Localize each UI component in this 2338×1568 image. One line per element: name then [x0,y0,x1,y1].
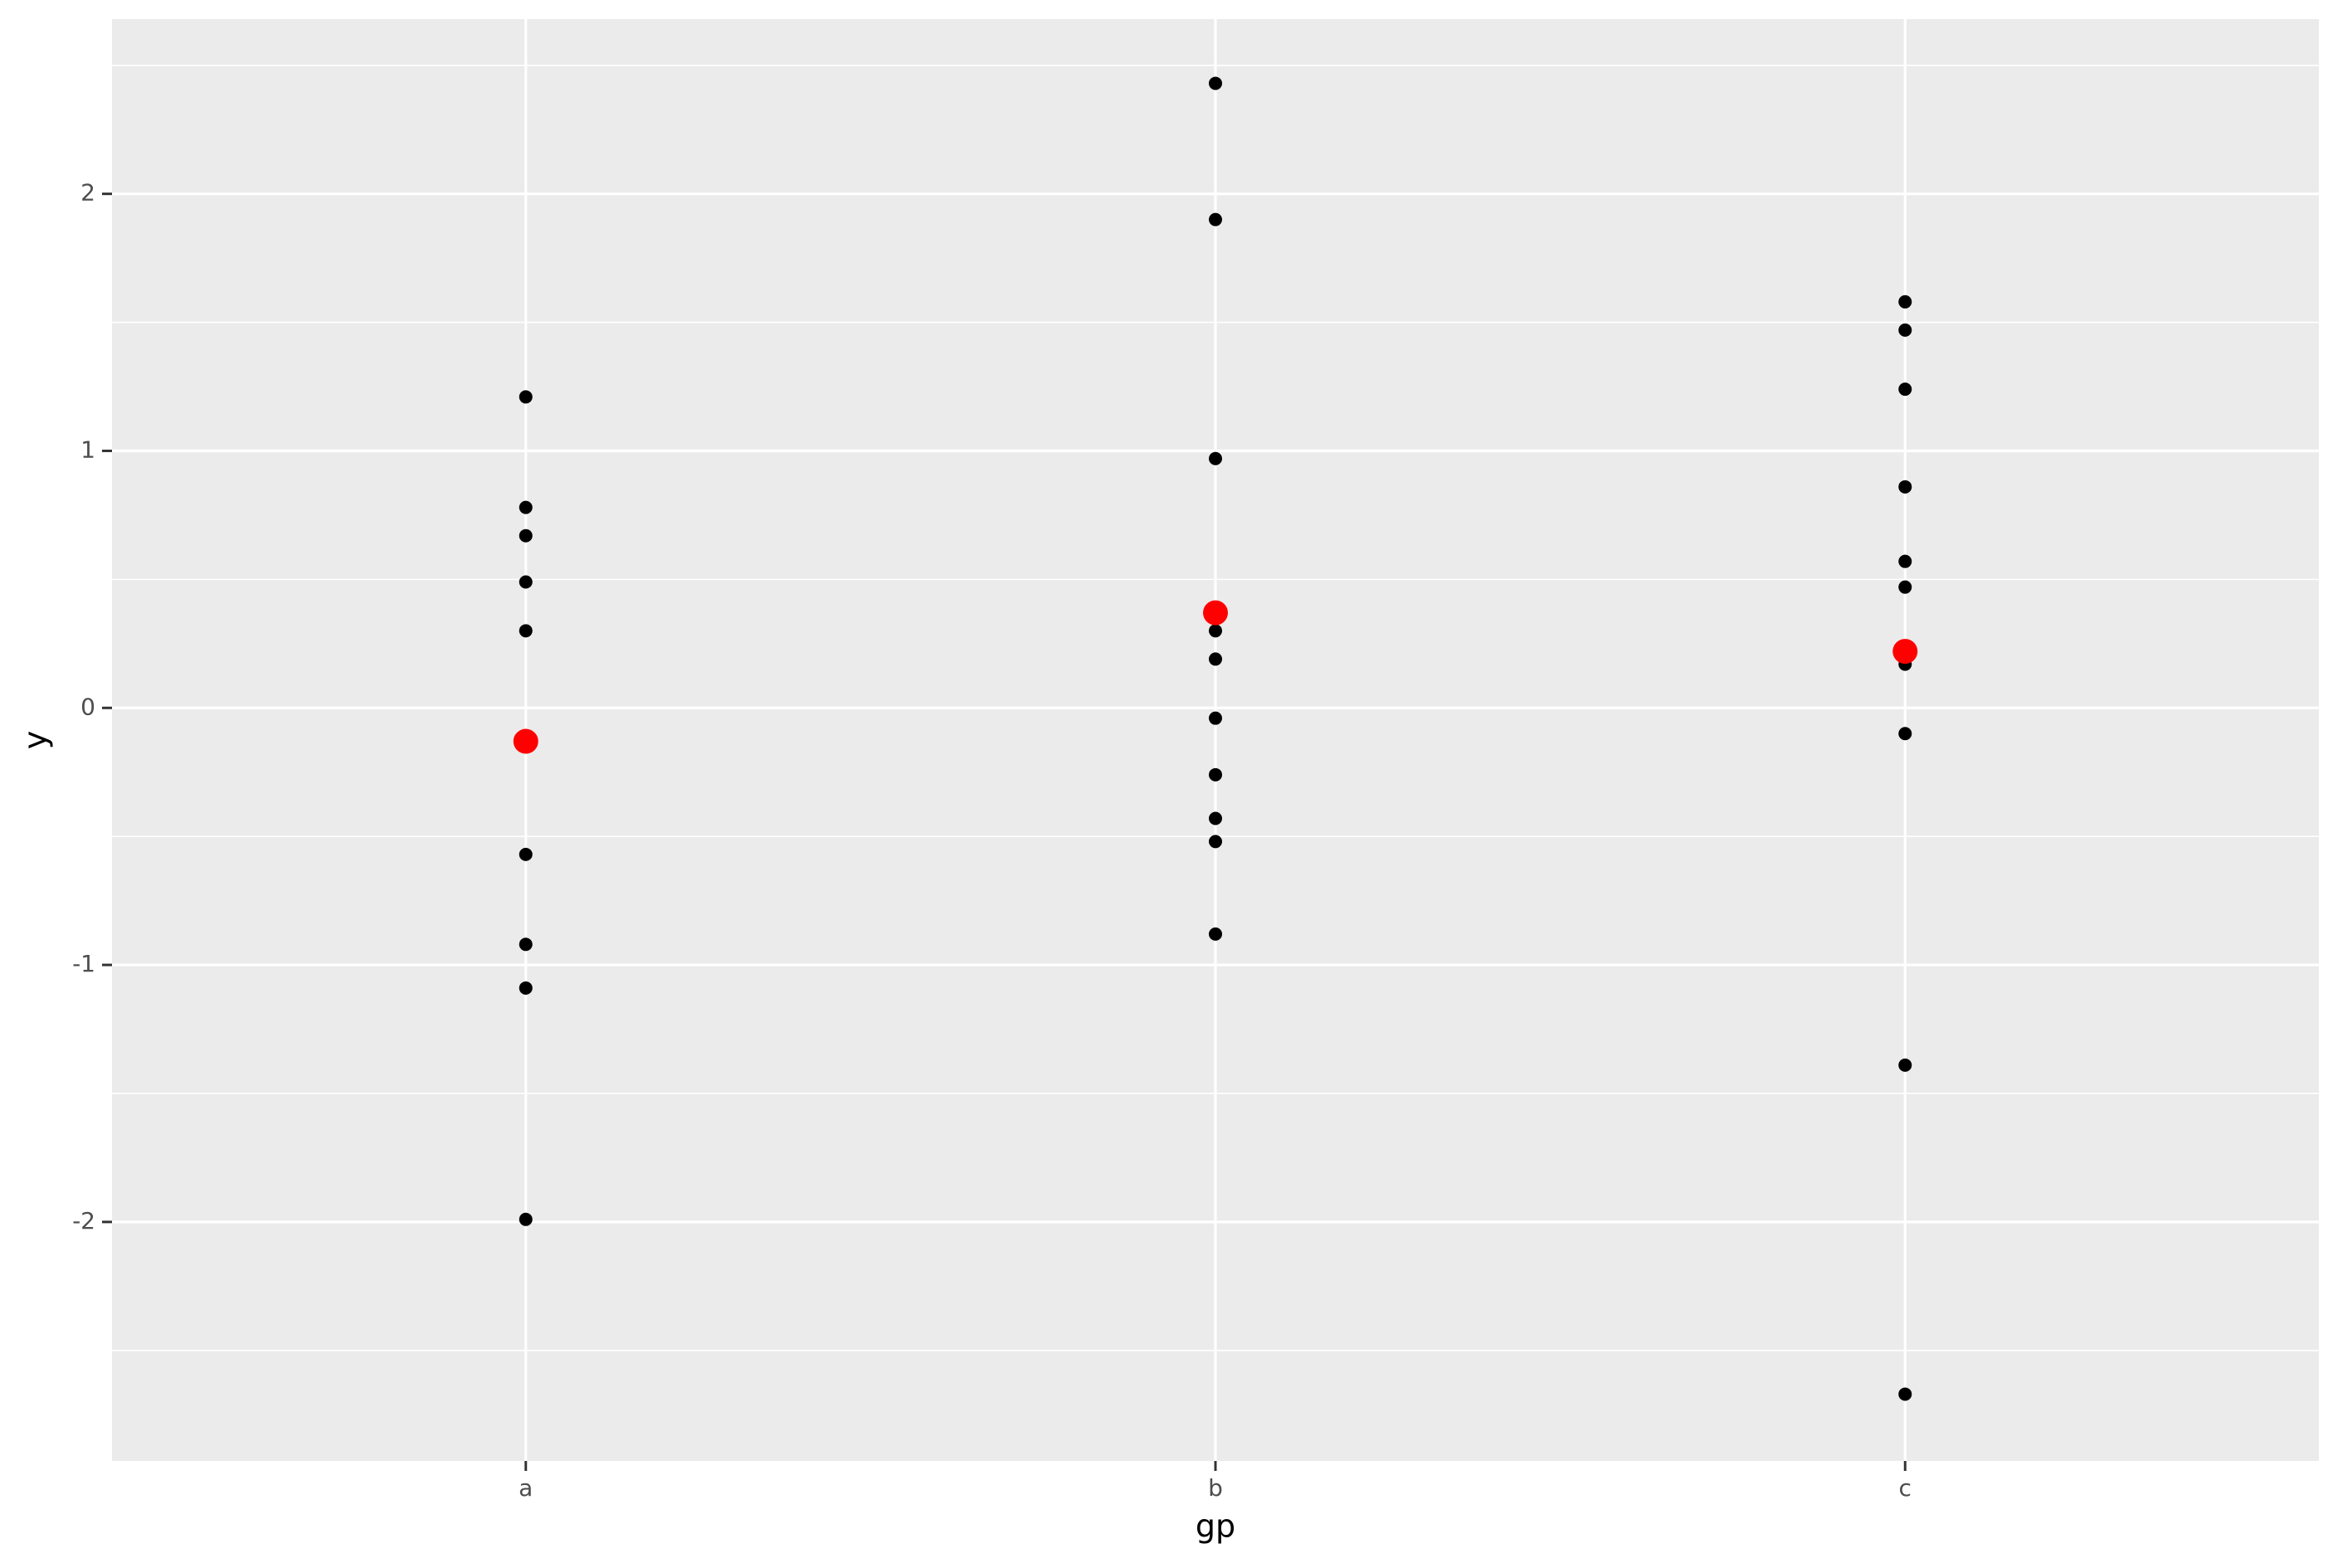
y-tick-label: -2 [72,1207,95,1234]
point [1209,624,1222,638]
point [1209,835,1222,849]
point [1898,382,1912,397]
x-tick-label: c [1899,1474,1912,1502]
point [1209,711,1222,725]
point [1898,295,1912,309]
point [519,847,533,861]
point [1898,727,1912,741]
x-tick-label: b [1208,1474,1223,1502]
y-tick-label: 2 [80,179,95,207]
mean-point [1203,600,1228,626]
point [519,981,533,995]
point [1898,1387,1912,1401]
point [519,937,533,952]
point [519,1212,533,1226]
point [1209,811,1222,825]
point [1898,1058,1912,1072]
x-axis-title: gp [1196,1508,1235,1545]
point [519,528,533,543]
point [1209,652,1222,666]
point [519,624,533,638]
mean-point [1892,639,1918,665]
point [1898,323,1912,337]
point [1209,767,1222,782]
point [1898,554,1912,568]
point [519,390,533,404]
point [1209,212,1222,226]
y-tick-label: 1 [80,436,95,463]
point [1898,480,1912,494]
mean-point [513,728,538,754]
y-axis-title: y [17,731,54,750]
point [519,575,533,589]
point [1898,580,1912,594]
point [519,500,533,514]
point [1209,76,1222,90]
point [1209,927,1222,941]
y-tick-label: 0 [80,693,95,720]
point [1209,451,1222,465]
x-tick-label: a [519,1474,533,1502]
y-tick-label: -1 [72,950,95,977]
